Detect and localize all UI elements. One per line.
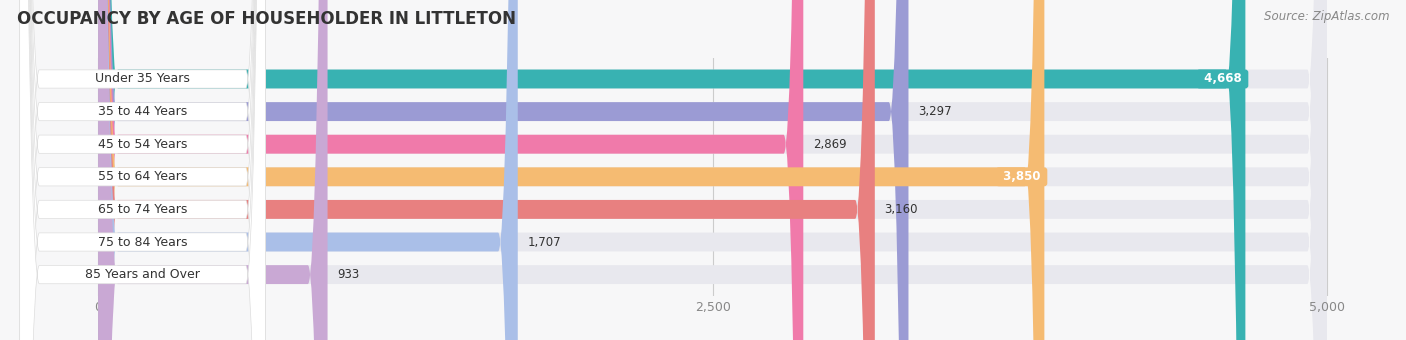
FancyBboxPatch shape	[20, 0, 266, 340]
Text: 3,297: 3,297	[918, 105, 952, 118]
FancyBboxPatch shape	[98, 0, 1327, 340]
FancyBboxPatch shape	[20, 0, 266, 340]
FancyBboxPatch shape	[98, 0, 1327, 340]
Text: 933: 933	[337, 268, 360, 281]
Text: 3,160: 3,160	[884, 203, 918, 216]
FancyBboxPatch shape	[20, 0, 266, 340]
FancyBboxPatch shape	[98, 0, 1327, 340]
Text: 1,707: 1,707	[527, 236, 561, 249]
FancyBboxPatch shape	[98, 0, 1246, 340]
FancyBboxPatch shape	[20, 0, 266, 340]
Text: 4,668: 4,668	[1199, 72, 1246, 85]
Text: 2,869: 2,869	[813, 138, 846, 151]
FancyBboxPatch shape	[20, 0, 266, 340]
FancyBboxPatch shape	[98, 0, 1327, 340]
FancyBboxPatch shape	[20, 0, 266, 340]
FancyBboxPatch shape	[20, 0, 266, 340]
Text: Source: ZipAtlas.com: Source: ZipAtlas.com	[1264, 10, 1389, 23]
FancyBboxPatch shape	[98, 0, 1327, 340]
FancyBboxPatch shape	[98, 0, 875, 340]
Text: 45 to 54 Years: 45 to 54 Years	[98, 138, 187, 151]
Text: Under 35 Years: Under 35 Years	[96, 72, 190, 85]
Text: 65 to 74 Years: 65 to 74 Years	[98, 203, 187, 216]
FancyBboxPatch shape	[98, 0, 1327, 340]
FancyBboxPatch shape	[98, 0, 908, 340]
Text: OCCUPANCY BY AGE OF HOUSEHOLDER IN LITTLETON: OCCUPANCY BY AGE OF HOUSEHOLDER IN LITTL…	[17, 10, 516, 28]
FancyBboxPatch shape	[98, 0, 1327, 340]
FancyBboxPatch shape	[98, 0, 803, 340]
Text: 3,850: 3,850	[998, 170, 1045, 183]
Text: 35 to 44 Years: 35 to 44 Years	[98, 105, 187, 118]
Text: 85 Years and Over: 85 Years and Over	[86, 268, 200, 281]
Text: 55 to 64 Years: 55 to 64 Years	[98, 170, 187, 183]
FancyBboxPatch shape	[98, 0, 328, 340]
FancyBboxPatch shape	[98, 0, 1045, 340]
FancyBboxPatch shape	[98, 0, 517, 340]
Text: 75 to 84 Years: 75 to 84 Years	[98, 236, 187, 249]
